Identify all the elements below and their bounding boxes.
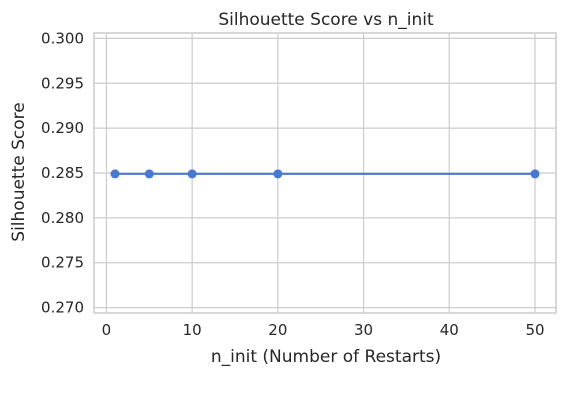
data-point	[111, 169, 120, 178]
x-axis-label: n_init (Number of Restarts)	[211, 347, 441, 367]
y-tick-label: 0.275	[41, 254, 84, 272]
x-tick-label: 50	[525, 321, 544, 339]
data-point	[145, 169, 154, 178]
tick-labels: 0 10 20 30 40 50 0.270 0.275 0.280 0.285 0.290 0.29…	[41, 29, 545, 339]
series-layer	[111, 169, 540, 178]
chart-title: Silhouette Score vs n_init	[218, 10, 434, 30]
y-axis-label: Silhouette Score	[9, 102, 29, 241]
x-tick-label: 20	[268, 321, 287, 339]
y-tick-label: 0.285	[41, 164, 84, 182]
data-point	[188, 169, 197, 178]
x-tick-label: 0	[102, 321, 112, 339]
y-tick-label: 0.300	[41, 29, 84, 47]
x-tick-label: 30	[354, 321, 373, 339]
data-point	[273, 169, 282, 178]
y-tick-label: 0.280	[41, 209, 84, 227]
data-point	[531, 169, 540, 178]
y-tick-label: 0.290	[41, 119, 84, 137]
y-tick-label: 0.270	[41, 299, 84, 317]
x-tick-label: 10	[183, 321, 202, 339]
y-tick-label: 0.295	[41, 74, 84, 92]
x-tick-label: 40	[440, 321, 459, 339]
